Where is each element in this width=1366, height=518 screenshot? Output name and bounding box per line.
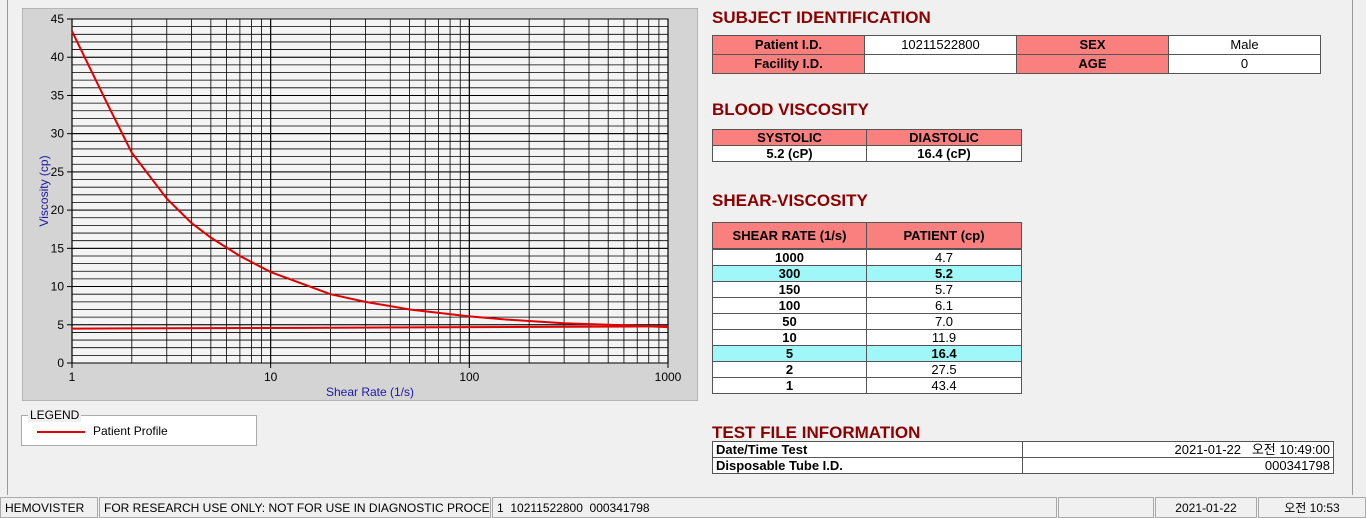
table-cell: 1000 [712, 249, 867, 266]
table-cell: 100 [712, 297, 867, 314]
legend: LEGEND Patient Profile [21, 408, 257, 446]
y-tick-label: 5 [57, 318, 64, 332]
table-cell: 150 [712, 281, 867, 298]
table-header: SYSTOLIC [712, 129, 867, 146]
y-tick-label: 40 [51, 50, 65, 64]
y-tick-label: 45 [51, 12, 65, 26]
table-cell: Male [1168, 35, 1321, 55]
x-tick-label: 1000 [655, 370, 682, 384]
divider [7, 0, 8, 495]
y-tick-label: 35 [51, 88, 65, 102]
table-cell: 7.0 [866, 313, 1022, 330]
table-cell: 4.7 [866, 249, 1022, 266]
table-cell: 50 [712, 313, 867, 330]
table-cell: 5.7 [866, 281, 1022, 298]
section-title: SUBJECT IDENTIFICATION [712, 8, 931, 27]
table-cell: 43.4 [866, 377, 1022, 394]
status-cell: 1 10211522800 000341798 [492, 497, 1057, 518]
table-cell [864, 54, 1017, 74]
series-line [71, 325, 669, 330]
plot-border [71, 18, 669, 364]
table-cell: 5.2 (cP) [712, 145, 867, 162]
x-tick-label: 100 [459, 370, 479, 384]
legend-item: Patient Profile [37, 424, 168, 438]
y-tick-label: 20 [51, 203, 65, 217]
x-tick-label: 10 [264, 370, 278, 384]
table-cell: 0 [1168, 54, 1321, 74]
legend-title: LEGEND [28, 408, 82, 422]
status-cell: FOR RESEARCH USE ONLY: NOT FOR USE IN DI… [99, 497, 491, 518]
table-cell: 5 [712, 345, 867, 362]
chart: Shear Rate (1/s) Viscosity (cp) 0 5 10 15 20… [22, 8, 698, 401]
table-cell: 27.5 [866, 361, 1022, 378]
table-cell: 11.9 [866, 329, 1022, 346]
table-cell: 10211522800 [864, 35, 1017, 55]
table-cell: 2 [712, 361, 867, 378]
x-tick-label: 1 [69, 370, 76, 384]
section-title: SHEAR-VISCOSITY [712, 191, 868, 210]
status-cell [1058, 497, 1154, 518]
table-cell: 5.2 [866, 265, 1022, 282]
section-title: TEST FILE INFORMATION [712, 423, 921, 442]
y-axis-label: Viscosity (cp) [37, 155, 51, 226]
table-cell: 2021-01-22 오전 10:49:00 [1022, 441, 1334, 458]
plot-area [72, 19, 668, 363]
table-header: DIASTOLIC [866, 129, 1022, 146]
table-cell: 1 [712, 377, 867, 394]
status-cell: 2021-01-22 [1155, 497, 1257, 518]
table-cell: 16.4 [866, 345, 1022, 362]
section-title: BLOOD VISCOSITY [712, 100, 869, 119]
table-header: SHEAR RATE (1/s) [712, 222, 867, 249]
table-cell: 10 [712, 329, 867, 346]
table-header: Facility I.D. [712, 54, 865, 74]
legend-swatch [37, 430, 85, 433]
table-header: AGE [1016, 54, 1169, 74]
y-tick-label: 0 [57, 356, 64, 370]
table-cell: 300 [712, 265, 867, 282]
y-tick-label: 15 [51, 241, 65, 255]
y-tick-label: 30 [51, 127, 65, 141]
table-header: SEX [1016, 35, 1169, 55]
table-cell: Date/Time Test [712, 441, 1023, 458]
table-header: PATIENT (cp) [866, 222, 1022, 249]
table-cell: 16.4 (cP) [866, 145, 1022, 162]
y-tick-label: 10 [51, 280, 65, 294]
x-axis-label: Shear Rate (1/s) [326, 385, 414, 399]
legend-label: Patient Profile [93, 424, 168, 438]
status-cell: HEMOVISTER [0, 497, 98, 518]
table-cell: 6.1 [866, 297, 1022, 314]
table-header: Patient I.D. [712, 35, 865, 55]
table-cell: Disposable Tube I.D. [712, 457, 1023, 474]
divider [1352, 0, 1353, 495]
status-cell: 오전 10:53 [1258, 497, 1366, 518]
y-tick-label: 25 [51, 165, 65, 179]
series-line [71, 30, 669, 329]
table-cell: 000341798 [1022, 457, 1334, 474]
